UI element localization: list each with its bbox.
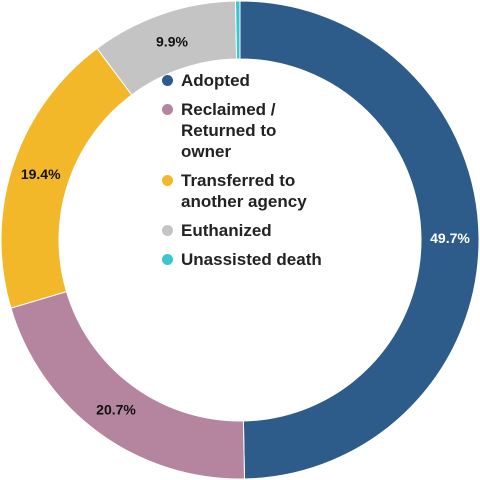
legend-item-reclaimed: Reclaimed / Returned to owner [162,99,362,162]
legend-item-unassisted-death: Unassisted death [162,249,362,270]
slice-value-labels: 49.7% 20.7% 19.4% 9.9% [21,33,471,417]
legend-marker-euthanized [162,225,173,236]
legend-label-reclaimed: Reclaimed / Returned to owner [181,100,277,161]
label-reclaimed: 20.7% [96,402,136,418]
label-adopted: 49.7% [430,230,470,246]
label-transferred: 19.4% [21,166,61,182]
legend-marker-adopted [162,75,173,86]
legend-marker-unassisted-death [162,254,173,265]
legend-marker-reclaimed [162,104,173,115]
chart-legend: Adopted Reclaimed / Returned to owner Tr… [162,70,362,278]
label-euthanized: 9.9% [156,33,188,49]
legend-marker-transferred [162,175,173,186]
legend-item-adopted: Adopted [162,70,362,91]
slice-adopted [239,0,480,480]
legend-item-euthanized: Euthanized [162,220,362,241]
slice-reclaimed [10,290,246,480]
legend-label-unassisted-death: Unassisted death [181,250,322,269]
legend-label-transferred: Transferred to another agency [181,171,307,211]
legend-label-euthanized: Euthanized [181,221,272,240]
legend-item-transferred: Transferred to another agency [162,170,362,212]
legend-label-adopted: Adopted [181,71,250,90]
slice-unassisted-death [234,0,241,60]
